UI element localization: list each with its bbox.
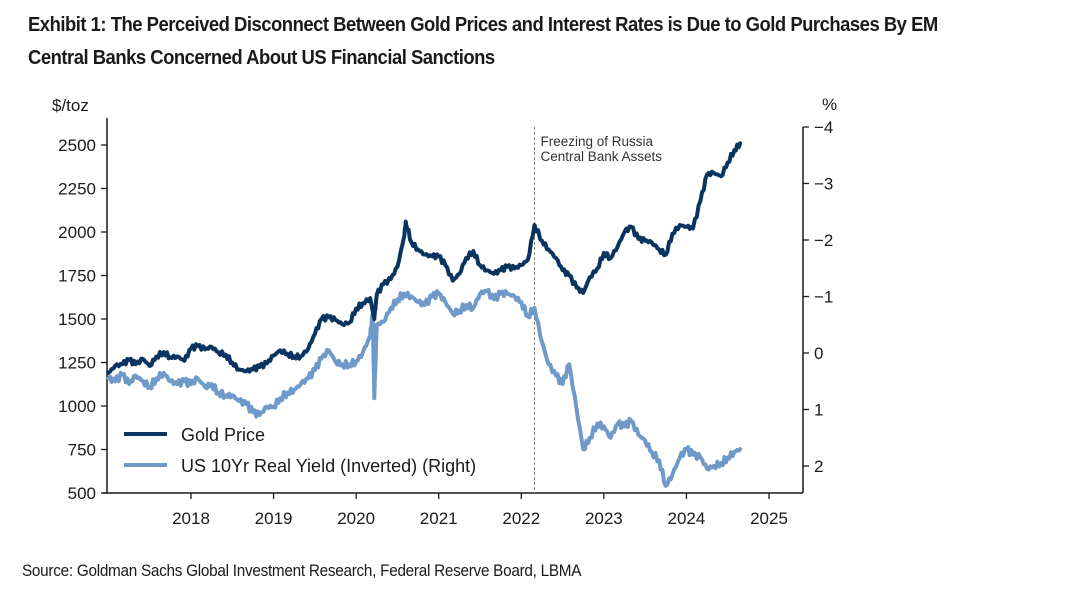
- annotation-text: Freezing of Russia: [540, 134, 653, 149]
- series-line-gold-price: [106, 141, 743, 375]
- y-left-tick-label: 2250: [58, 180, 96, 199]
- source-note: Source: Goldman Sachs Global Investment …: [22, 561, 582, 580]
- series-group: [106, 141, 743, 488]
- y-left-tick-label: 750: [68, 441, 96, 460]
- x-tick-label: 2021: [420, 509, 458, 528]
- y-right-tick-label: −1: [814, 288, 833, 307]
- y-left-tick-label: 1750: [58, 267, 96, 286]
- chart-title: Exhibit 1: The Perceived Disconnect Betw…: [28, 13, 938, 69]
- y-right-tick-label: −2: [814, 231, 833, 250]
- axes: 500 750 1000 1250 1500 1750 2000 2250 2500 −4 −3 −2…: [52, 95, 837, 528]
- x-tick-label: 2023: [585, 509, 623, 528]
- y-left-tick-label: 500: [68, 484, 96, 503]
- y-left-tick-label: 1500: [58, 310, 96, 329]
- x-tick-label: 2019: [255, 509, 293, 528]
- y-right-tick-label: 1: [814, 401, 823, 420]
- x-tick-label: 2025: [750, 509, 788, 528]
- y-left-tick-label: 1250: [58, 354, 96, 373]
- y-right-tick-label: −3: [814, 175, 833, 194]
- x-tick-label: 2018: [172, 509, 210, 528]
- y-left-unit-label: $/toz: [52, 96, 89, 115]
- x-tick-label: 2020: [337, 509, 375, 528]
- series-line-us-real-yield: [106, 287, 743, 488]
- annotation-text: Central Bank Assets: [540, 149, 662, 164]
- y-left-tick-label: 2000: [58, 223, 96, 242]
- y-right-tick-label: −4: [814, 118, 833, 137]
- x-tick-label: 2022: [502, 509, 540, 528]
- y-left-tick-label: 1000: [58, 397, 96, 416]
- legend: Gold Price US 10Yr Real Yield (Inverted) …: [124, 425, 476, 476]
- legend-label: US 10Yr Real Yield (Inverted) (Right): [181, 456, 476, 476]
- y-right-tick-label: 2: [814, 457, 823, 476]
- y-left-tick-label: 2500: [58, 136, 96, 155]
- legend-label: Gold Price: [181, 425, 265, 445]
- x-tick-label: 2024: [668, 509, 706, 528]
- y-right-unit-label: %: [822, 95, 837, 114]
- y-right-tick-label: 0: [814, 344, 823, 363]
